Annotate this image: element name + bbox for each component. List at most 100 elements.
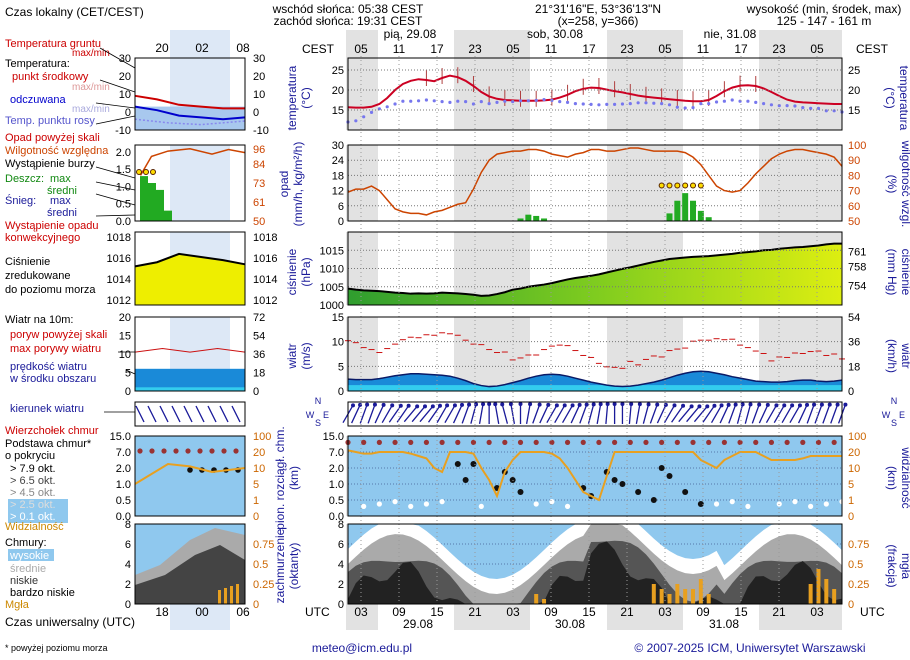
compass-s: S xyxy=(315,418,321,428)
humidity-tick: 100 xyxy=(848,140,866,152)
legend-snow: Śnieg: xyxy=(5,194,36,207)
mini-rain-bar xyxy=(164,210,172,221)
cloud-top-marker xyxy=(690,439,696,445)
legend-conv: Wystąpienie opadu konwekcyjnego xyxy=(5,220,98,244)
local-tick-label: 11 xyxy=(697,42,710,56)
dew-point-marker xyxy=(479,100,483,104)
dew-point-marker xyxy=(448,100,452,104)
mini-precip-tick: 1.5 xyxy=(116,164,131,176)
fog-bar xyxy=(675,584,680,604)
dew-point-marker xyxy=(754,100,758,104)
cloud-low-cover-marker xyxy=(408,503,414,509)
fog-bar xyxy=(824,579,829,604)
night-shade xyxy=(346,58,378,130)
visibility-tick: 0 xyxy=(848,511,854,523)
legend-very-low: bardzo niskie xyxy=(10,587,75,599)
humidity-tick: 50 xyxy=(848,216,860,228)
cloudcover-tick-left: 0 xyxy=(338,599,344,611)
fog-bar xyxy=(683,589,688,604)
cloud-low-cover-marker xyxy=(564,503,571,509)
compass-e: E xyxy=(899,410,905,420)
legend-okt45: > 4.5 okt. xyxy=(10,487,56,499)
cloud-base-marker xyxy=(454,461,461,467)
mini-precip-tick: 0.5 xyxy=(116,199,131,211)
wind-arrow-head xyxy=(637,402,642,407)
wind-arrow-head xyxy=(774,403,779,408)
dew-point-marker xyxy=(416,99,421,103)
dew-point-marker xyxy=(722,99,726,103)
night-shade-top xyxy=(454,30,530,58)
cloud-low-cover-marker xyxy=(533,501,539,507)
dew-point-marker xyxy=(542,98,546,102)
legend-pointer-line xyxy=(95,102,136,109)
storm-marker xyxy=(697,182,704,189)
wind-arrow xyxy=(671,405,684,423)
wind-panel-title: wiatr(m/s) xyxy=(285,342,313,369)
wind-arrow-head xyxy=(508,402,513,407)
dew-point-marker xyxy=(699,102,703,106)
mini-cloud-top xyxy=(137,448,143,454)
cloudbase-panel-title: pion. rozciągł. chm.(km) xyxy=(273,426,301,529)
fog-tick: 0.75 xyxy=(848,539,869,551)
cloud-panel-title: zachmurzenie(oktanty) xyxy=(273,528,301,603)
legend-cloud-base: Podstawa chmur* o pokryciu xyxy=(5,438,92,462)
wind-arrow-head xyxy=(782,403,787,408)
mini-wind-tick-left: 20 xyxy=(119,312,131,324)
cloud-base-marker xyxy=(462,477,469,483)
mini-temp-tick-right: 30 xyxy=(253,53,265,65)
utc-tick-label: 15 xyxy=(734,605,748,619)
night-shade xyxy=(759,58,842,130)
cloud-top-marker xyxy=(612,439,618,445)
humidity-tick: 70 xyxy=(848,186,860,198)
mini-rain-bar xyxy=(140,176,148,221)
mini-fog-bar xyxy=(236,584,239,604)
mini-humidity-tick: 73 xyxy=(253,178,265,190)
cloud-top-marker xyxy=(815,439,822,445)
mini-wind-tick-right: 18 xyxy=(253,368,265,380)
temp-tick-left: 15 xyxy=(332,105,344,117)
utc-tick-label: 09 xyxy=(544,605,558,619)
wind-arrow xyxy=(822,404,831,424)
wind-arrow-head xyxy=(598,402,603,407)
wind-tick-left: 0 xyxy=(338,386,344,398)
wind-arrow xyxy=(830,404,839,424)
day-label: pią, 29.08 xyxy=(384,27,437,41)
cloud-top-marker xyxy=(502,439,508,445)
wind-arrow-head xyxy=(562,403,567,408)
wind-arrow xyxy=(719,404,730,424)
mini-wind-tick-right: 54 xyxy=(253,331,265,343)
wind-arrow xyxy=(686,405,700,423)
utc-tick-label: 21 xyxy=(772,605,786,619)
wind-arrow xyxy=(554,405,566,423)
wind-arrow-head xyxy=(445,403,450,408)
pressure-tick-left: 1000 xyxy=(320,300,344,312)
wind-arrow-head xyxy=(663,402,668,407)
mini-wind-tick-right: 36 xyxy=(253,349,265,361)
cloud-base-marker xyxy=(650,497,657,503)
utc-tick-label: 09 xyxy=(696,605,710,619)
mini-wind-area xyxy=(135,368,245,391)
dew-point-marker xyxy=(707,102,711,106)
dew-point-marker xyxy=(589,102,593,106)
mini-fog-tick: 0.75 xyxy=(253,539,274,551)
footer-email[interactable]: meteo@icm.edu.pl xyxy=(312,641,412,655)
wind-arrow-head xyxy=(843,402,848,407)
legend-temp-maxmin: max/min xyxy=(72,82,110,93)
cloud-top-marker xyxy=(455,439,461,445)
mini-cloud-top xyxy=(221,448,227,454)
legend-storm: Wystąpienie burzy xyxy=(5,158,95,170)
wind-arrow-head xyxy=(474,402,479,407)
mini-pressure-line xyxy=(134,252,246,268)
legend-humidity: Wilgotność względna xyxy=(5,145,109,157)
mini-local-tick: 08 xyxy=(236,41,250,55)
wind-arrow xyxy=(427,405,441,423)
dew-point-marker xyxy=(801,106,805,110)
day-label: nie, 31.08 xyxy=(704,27,757,41)
mini-cloudcover-tick: 2 xyxy=(125,579,131,591)
compass-s: S xyxy=(891,418,897,428)
mini-wind-tick-right: 0 xyxy=(253,386,259,398)
mini-cloudbase-tick: 15.0 xyxy=(110,431,131,443)
grid-label: (x=258, y=366) xyxy=(558,14,639,28)
cest-label-right: CEST xyxy=(856,42,889,56)
dew-point-marker xyxy=(440,100,444,104)
